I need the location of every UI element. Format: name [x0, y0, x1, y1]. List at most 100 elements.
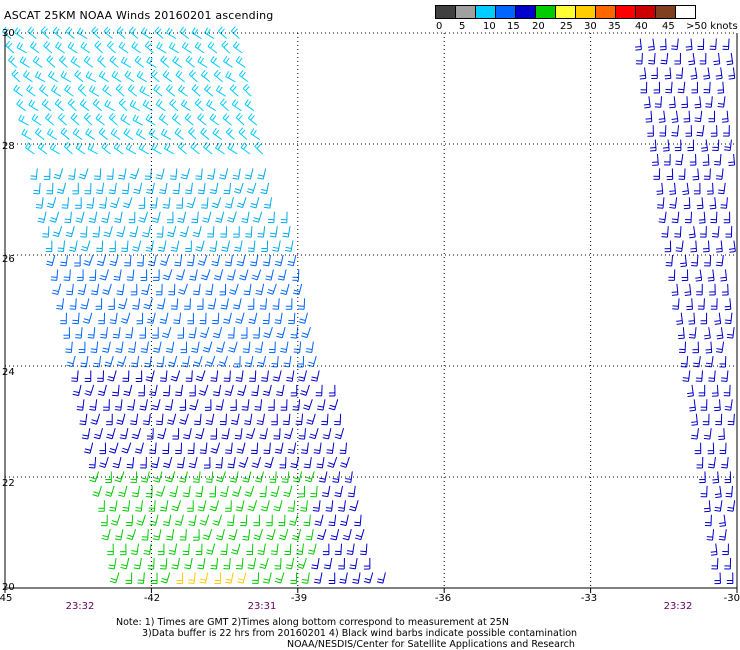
wind-barb — [232, 514, 235, 526]
wind-barb-feather — [658, 221, 665, 224]
wind-barb-feather — [215, 142, 220, 149]
wind-barb-feather — [296, 550, 303, 553]
wind-barb-feather — [721, 466, 728, 469]
wind-barb-feather — [118, 41, 123, 48]
wind-barb — [107, 341, 111, 353]
wind-barb-feather — [95, 192, 103, 195]
wind-barb-feather — [676, 247, 683, 250]
wind-barb-feather — [81, 304, 88, 307]
wind-barb — [369, 572, 374, 584]
wind-barb-feather — [210, 505, 217, 509]
wind-barb — [156, 46, 167, 54]
wind-barb-feather — [100, 274, 107, 278]
wind-barb — [258, 529, 263, 540]
wind-barb-feather — [210, 564, 217, 567]
wind-barb-feather — [231, 86, 237, 92]
wind-barb-feather — [275, 260, 282, 264]
wind-barb — [204, 514, 210, 526]
wind-barb-feather — [126, 463, 133, 466]
wind-barb — [104, 197, 108, 209]
wind-barb-feather — [203, 534, 210, 538]
wind-barb — [99, 428, 103, 439]
wind-barb-feather — [252, 129, 257, 136]
wind-barb — [679, 226, 682, 238]
wind-barb-feather — [109, 448, 116, 451]
wind-barb-feather — [263, 390, 270, 394]
wind-barb — [137, 240, 142, 252]
wind-barb — [194, 399, 199, 411]
wind-barb-feather — [157, 436, 164, 440]
wind-barb — [334, 399, 339, 410]
wind-barb — [95, 413, 101, 425]
wind-barb — [206, 104, 217, 112]
wind-barb-feather — [721, 377, 728, 379]
wind-barb-feather — [283, 436, 290, 440]
wind-barb-feather — [704, 337, 711, 340]
wind-barb-feather — [123, 202, 130, 206]
wind-barb — [121, 283, 125, 295]
wind-barb-feather — [196, 246, 203, 249]
wind-barb-feather — [671, 134, 678, 137]
wind-barb — [131, 529, 137, 540]
wind-barb-feather — [201, 274, 208, 278]
wind-barb-feather — [191, 27, 196, 34]
wind-barb-feather — [183, 492, 190, 495]
wind-barb-feather — [107, 433, 114, 437]
wind-barb-feather — [141, 348, 148, 350]
wind-barb-feather — [169, 494, 176, 498]
wind-barb-feather — [205, 552, 212, 555]
wind-barb-feather — [245, 362, 252, 365]
wind-barb-feather — [224, 206, 231, 209]
wind-barb-feather — [32, 55, 38, 62]
wind-barb-feather — [133, 567, 140, 570]
wind-barb-feather — [130, 420, 137, 423]
wind-barb-feather — [288, 523, 295, 526]
wind-barb-feather — [265, 275, 272, 278]
wind-barb-feather — [163, 143, 168, 149]
wind-barb — [89, 90, 100, 97]
wind-barb-feather — [168, 42, 173, 48]
wind-barb-feather — [221, 437, 228, 440]
wind-barb-feather — [138, 219, 145, 223]
wind-barb-feather — [205, 143, 211, 150]
wind-barb — [158, 471, 163, 483]
wind-barb-feather — [66, 86, 71, 92]
wind-barb-feather — [129, 235, 136, 238]
wind-barb-feather — [206, 419, 213, 423]
wind-barb — [243, 456, 249, 468]
wind-barb-feather — [98, 390, 105, 394]
wind-barb-feather — [292, 292, 300, 295]
wind-barb-feather — [20, 115, 25, 122]
wind-barb — [345, 514, 349, 526]
wind-barb — [220, 103, 229, 112]
lat-label: 26 — [2, 254, 15, 265]
wind-barb — [158, 118, 169, 126]
wind-barb-feather — [250, 115, 255, 121]
wind-barb — [268, 254, 271, 266]
wind-barb — [104, 104, 115, 112]
wind-barb — [639, 38, 642, 50]
wind-barb — [268, 312, 270, 324]
wind-barb-feather — [311, 567, 318, 570]
wind-barb-feather — [64, 221, 71, 224]
wind-barb-feather — [287, 451, 294, 454]
wind-barb-feather — [215, 85, 221, 91]
wind-barb-feather — [216, 479, 223, 483]
wind-barb-feather — [706, 536, 713, 538]
wind-barb — [101, 240, 104, 252]
wind-barb-feather — [729, 250, 736, 253]
wind-barb — [32, 60, 43, 68]
wind-barb-feather — [223, 192, 230, 195]
wind-barb-feather — [90, 476, 97, 480]
wind-barb — [178, 182, 181, 194]
wind-barb-feather — [274, 263, 281, 267]
wind-barb-feather — [703, 507, 710, 510]
wind-barb — [45, 117, 55, 126]
wind-barb — [264, 557, 269, 569]
wind-barb — [677, 298, 680, 310]
wind-barb — [217, 514, 222, 526]
wind-barb-feather — [181, 365, 188, 368]
wind-barb — [188, 428, 192, 440]
wind-barb — [160, 60, 170, 68]
wind-barb-feather — [162, 57, 168, 63]
